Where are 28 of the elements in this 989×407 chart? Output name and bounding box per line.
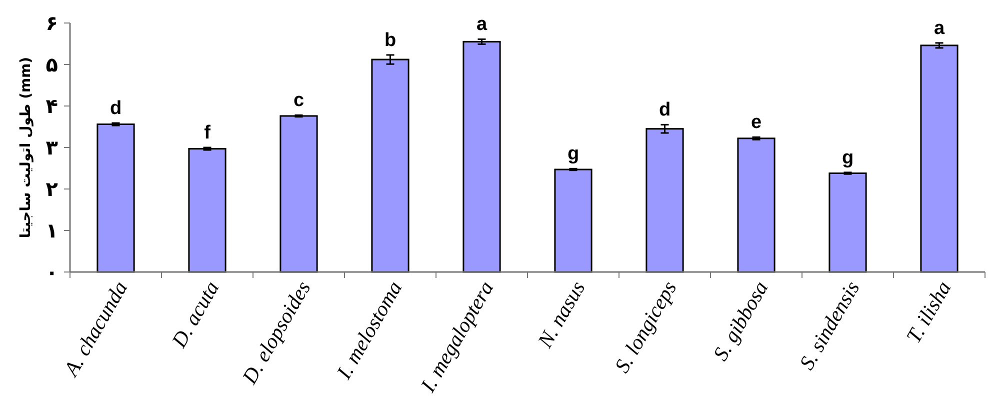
data-label: g (842, 147, 854, 168)
bar (96, 124, 135, 273)
bar (920, 44, 958, 273)
bar (188, 148, 226, 273)
bar (554, 168, 592, 273)
bar (280, 115, 318, 273)
bar (646, 128, 684, 273)
data-label: d (110, 98, 122, 120)
y-tick-label: ۵ (46, 52, 58, 76)
y-tick-label: ۳ (46, 136, 58, 160)
y-tick-label: ۶ (46, 11, 58, 35)
y-tick-label: ۰ (46, 260, 58, 284)
data-label: c (293, 90, 304, 112)
bar (737, 138, 776, 273)
bar (828, 172, 867, 273)
data-label: g (567, 144, 580, 165)
data-label: a (934, 18, 945, 39)
data-label: a (476, 14, 488, 36)
data-label: d (658, 100, 671, 121)
bar (462, 40, 501, 273)
y-axis-title: طول اتولیت ساجیتا (mm) (18, 56, 34, 238)
data-label: e (750, 112, 762, 134)
data-label: f (204, 122, 212, 144)
y-tick-label: ۱ (46, 218, 58, 242)
y-tick-label: ۴ (46, 94, 58, 118)
data-label: b (384, 30, 396, 51)
bar (371, 58, 410, 273)
y-tick-label: ۲ (46, 177, 58, 201)
